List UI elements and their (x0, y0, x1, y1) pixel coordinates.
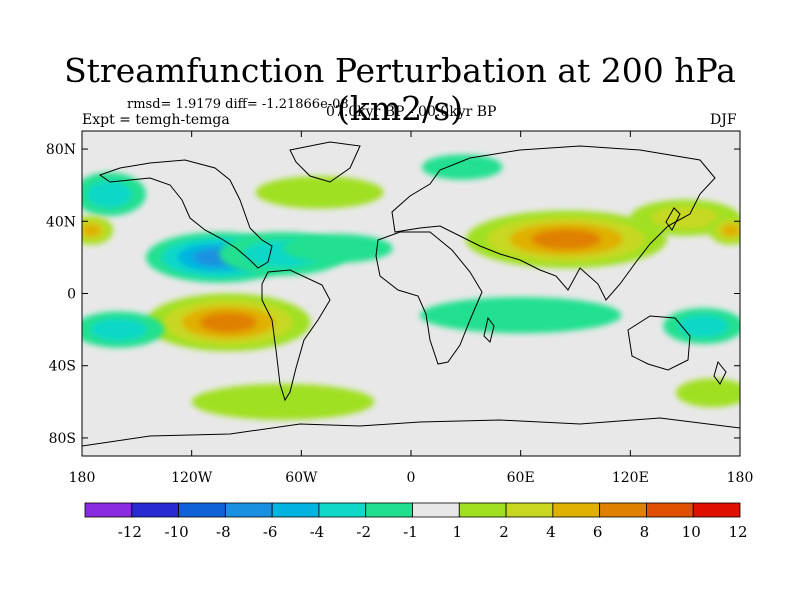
anomaly-contour (199, 312, 257, 333)
colorbar-box (224, 502, 273, 518)
colorbar-box (365, 502, 413, 518)
colorbar-label: -8 (216, 523, 231, 541)
y-tick-label: 40N (46, 214, 76, 230)
colorbar-label: 12 (728, 523, 747, 541)
anomaly-region (708, 215, 740, 245)
colorbar-box (412, 502, 460, 518)
colorbar-label: 2 (499, 523, 509, 541)
colorbar-box (599, 502, 647, 518)
anomaly-region (82, 311, 165, 348)
period-label: 07.0kyr BP - 00.0kyr BP (326, 104, 497, 120)
colorbar-label: -10 (164, 523, 188, 541)
season-label: DJF (710, 112, 737, 128)
x-tick-label: 120E (612, 470, 649, 486)
anomaly-contour (721, 223, 740, 237)
anomaly-region (420, 297, 622, 334)
anomaly-contour (651, 206, 719, 229)
anomaly-field (82, 154, 740, 420)
colorbar-box (131, 502, 179, 518)
colorbar-box (458, 502, 507, 518)
anomaly-contour (531, 229, 602, 250)
coastline-new-zealand (713, 360, 727, 385)
anomaly-contour (90, 318, 147, 341)
coastlines (82, 141, 740, 447)
colorbar-label: 6 (593, 523, 603, 541)
colorbar-box (84, 502, 133, 518)
map-axes: 180 120W 60W 0 60E 120E 180 80N 40N 0 40S 80S (46, 131, 753, 486)
coastline-north-america (98, 159, 273, 269)
colorbar-label: 10 (682, 523, 701, 541)
anomaly-region (663, 307, 740, 345)
colorbar-label: 4 (546, 523, 556, 541)
coastline-africa (375, 231, 483, 365)
x-tick-label: 0 (407, 470, 416, 486)
anomaly-contour (86, 180, 132, 208)
anomaly-region (255, 176, 384, 209)
y-tick-label: 80N (46, 142, 76, 158)
anomaly-contour (255, 176, 384, 209)
coastline-japan (665, 207, 681, 231)
coastline-antarctica (82, 417, 740, 447)
anomaly-contour (82, 223, 101, 237)
anomaly-region (82, 172, 146, 216)
anomaly-region (283, 233, 393, 263)
coastline-australia (627, 315, 691, 371)
colorbar-label: -2 (356, 523, 371, 541)
x-tick-label: 180 (727, 470, 754, 486)
colorbar-box (646, 502, 694, 518)
anomaly-contour (191, 383, 375, 420)
chart-title: Streamfunction Perturbation at 200 hPa (… (64, 51, 736, 128)
anomaly-contour (420, 297, 622, 334)
coastline-madagascar (483, 316, 495, 343)
colorbar-label: -6 (263, 523, 278, 541)
colorbar-box (178, 502, 226, 518)
coastline-eurasia (391, 145, 716, 301)
anomaly-region (421, 154, 503, 180)
coastline-greenland (289, 141, 361, 183)
colorbar-label: -4 (310, 523, 325, 541)
x-tick-label: 60W (285, 470, 318, 486)
y-tick-label: 40S (49, 359, 76, 375)
colorbar-label: 8 (640, 523, 650, 541)
anomaly-region (145, 293, 311, 352)
y-tick-label: 0 (67, 287, 76, 303)
y-tick-label: 80S (49, 431, 76, 447)
stats-text: rmsd= 1.9179 diff= -1.21866e-08 (127, 97, 349, 112)
colorbar-label: -1 (403, 523, 418, 541)
anomaly-contour (676, 378, 740, 408)
anomaly-contour (678, 314, 729, 338)
anomaly-region (676, 378, 740, 408)
x-tick-label: 60E (507, 470, 535, 486)
colorbar-box (318, 502, 367, 518)
colorbar-box (505, 502, 554, 518)
anomaly-region (82, 215, 114, 245)
colorbar-label: 1 (453, 523, 463, 541)
experiment-label: Expt = temgh-temga (82, 112, 230, 128)
anomaly-contour (283, 233, 393, 263)
colorbar-box (271, 502, 320, 518)
colorbar-box (552, 502, 601, 518)
anomaly-contour (421, 154, 503, 180)
anomaly-region (191, 383, 375, 420)
anomaly-region (465, 210, 667, 269)
colorbar-label: -12 (118, 523, 142, 541)
x-tick-label: 120W (171, 470, 213, 486)
x-tick-label: 180 (69, 470, 96, 486)
coastline-south-america (261, 269, 331, 402)
colorbar-box (692, 502, 741, 518)
